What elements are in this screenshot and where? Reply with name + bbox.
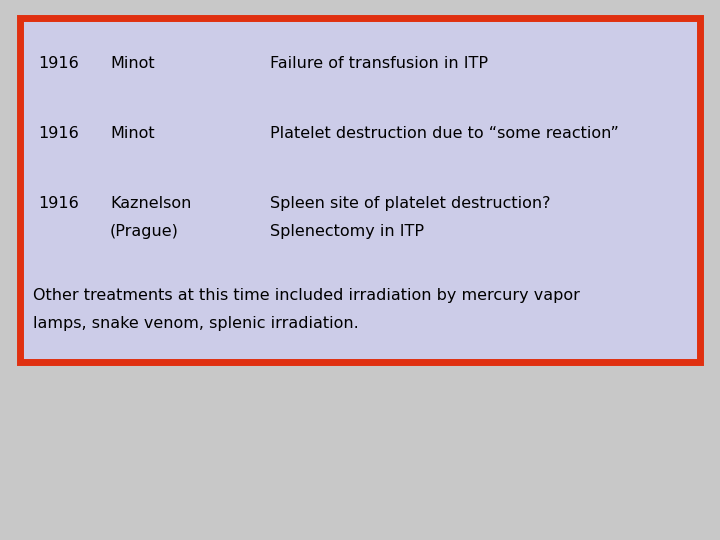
FancyBboxPatch shape — [20, 18, 700, 362]
Text: 1916: 1916 — [38, 126, 78, 141]
Text: Kaznelson: Kaznelson — [110, 196, 192, 211]
Text: Splenectomy in ITP: Splenectomy in ITP — [270, 224, 424, 239]
Text: Other treatments at this time included irradiation by mercury vapor: Other treatments at this time included i… — [33, 288, 580, 303]
Text: Spleen site of platelet destruction?: Spleen site of platelet destruction? — [270, 196, 551, 211]
Text: Minot: Minot — [110, 56, 155, 71]
Text: Platelet destruction due to “some reaction”: Platelet destruction due to “some reacti… — [270, 126, 619, 141]
Text: lamps, snake venom, splenic irradiation.: lamps, snake venom, splenic irradiation. — [33, 316, 359, 331]
Text: Minot: Minot — [110, 126, 155, 141]
Text: 1916: 1916 — [38, 56, 78, 71]
Text: Failure of transfusion in ITP: Failure of transfusion in ITP — [270, 56, 488, 71]
Text: (Prague): (Prague) — [110, 224, 179, 239]
Text: 1916: 1916 — [38, 196, 78, 211]
